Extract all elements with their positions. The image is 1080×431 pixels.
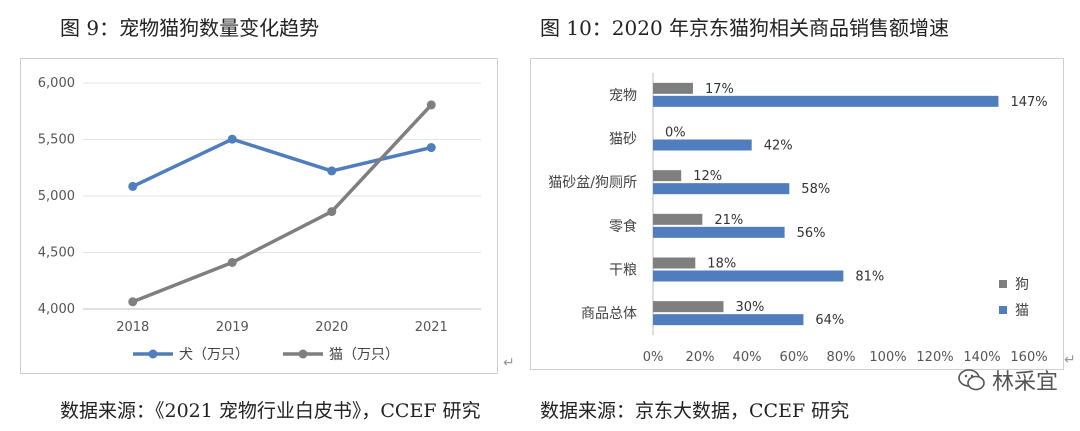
x-tick-label: 80% xyxy=(827,350,856,365)
y-tick-label: 5,000 xyxy=(38,189,75,204)
legend-swatch xyxy=(999,280,1007,288)
x-tick-label: 20% xyxy=(686,350,715,365)
wechat-icon xyxy=(958,369,985,391)
fig10-source: 数据来源：京东大数据，CCEF 研究 xyxy=(540,400,850,422)
y-tick-label: 4,500 xyxy=(38,246,75,261)
bar xyxy=(653,213,703,225)
category-label: 商品总体 xyxy=(581,306,637,322)
data-label: 42% xyxy=(764,139,793,154)
legend-label: 猫 xyxy=(1015,303,1029,319)
bar-chart: 宠物 17% 147% 猫砂 0% 42% 猫砂盆/狗厕所 12% 58% 零食 21% 56% 干粮 1… xyxy=(548,73,1048,365)
x-tick-label: 140% xyxy=(963,350,1000,365)
data-label: 30% xyxy=(736,300,765,315)
data-label: 18% xyxy=(707,257,736,272)
category-label: 猫砂盆/狗厕所 xyxy=(548,175,637,191)
bar xyxy=(653,95,999,107)
fig9-title: 图 9：宠物猫狗数量变化趋势 xyxy=(60,16,320,40)
watermark-text: 林采宜 xyxy=(991,370,1058,395)
data-point xyxy=(227,134,237,144)
y-tick-label: 5,500 xyxy=(38,133,75,148)
x-tick-label: 2020 xyxy=(315,320,348,335)
bar xyxy=(653,82,693,94)
bar xyxy=(653,183,790,195)
bar xyxy=(653,270,844,282)
bar xyxy=(653,170,682,182)
fig9-source: 数据来源：《2021 宠物行业白皮书》，CCEF 研究 xyxy=(60,400,481,422)
legend-label: 狗 xyxy=(1015,277,1029,293)
data-point xyxy=(128,181,138,191)
return-mark-right: ↵ xyxy=(1064,352,1076,368)
fig9-chart-frame: 4,000 4,500 5,000 5,500 6,000 2018 2019 2020 202… xyxy=(20,58,498,374)
legend-swatch xyxy=(999,306,1007,314)
fig10-title: 图 10：2020 年京东猫狗相关商品销售额增速 xyxy=(540,16,950,40)
x-tick-label: 160% xyxy=(1010,350,1047,365)
data-point xyxy=(426,100,436,110)
data-label: 21% xyxy=(714,213,743,228)
data-point xyxy=(327,207,337,217)
data-point xyxy=(426,143,436,153)
data-label: 81% xyxy=(855,270,884,285)
x-tick-label: 2021 xyxy=(415,320,448,335)
fig10-chart-frame: 宠物 17% 147% 猫砂 0% 42% 猫砂盆/狗厕所 12% 58% 零食 21% 56% 干粮 1… xyxy=(530,58,1064,370)
legend-label: 猫（万只） xyxy=(329,347,399,363)
data-label: 0% xyxy=(665,126,686,141)
x-tick-label: 2019 xyxy=(216,320,249,335)
watermark: 林采宜 xyxy=(958,364,1058,396)
bar xyxy=(653,257,696,269)
x-tick-label: 2018 xyxy=(116,320,149,335)
category-label: 猫砂 xyxy=(609,132,637,148)
x-tick-label: 60% xyxy=(780,350,809,365)
bar xyxy=(653,301,724,313)
x-tick-label: 40% xyxy=(733,350,762,365)
series-line xyxy=(131,137,432,188)
data-label: 147% xyxy=(1010,95,1047,110)
series-line xyxy=(132,103,433,304)
y-tick-label: 6,000 xyxy=(38,76,75,91)
category-label: 宠物 xyxy=(609,88,637,104)
data-label: 12% xyxy=(693,169,722,184)
data-label: 58% xyxy=(801,182,830,197)
bar xyxy=(653,226,785,238)
data-label: 64% xyxy=(815,313,844,328)
x-tick-label: 100% xyxy=(869,350,906,365)
legend-marker xyxy=(298,349,308,359)
bar xyxy=(653,314,804,326)
legend-label: 犬（万只） xyxy=(179,347,249,363)
category-label: 零食 xyxy=(609,218,637,235)
data-label: 17% xyxy=(705,82,734,97)
data-label: 56% xyxy=(797,226,826,241)
y-tick-label: 4,000 xyxy=(38,302,75,317)
data-point xyxy=(327,166,337,176)
x-tick-label: 120% xyxy=(916,350,953,365)
bar xyxy=(653,139,752,151)
x-tick-label: 0% xyxy=(643,350,664,365)
data-point xyxy=(227,257,237,267)
line-chart: 4,000 4,500 5,000 5,500 6,000 2018 2019 2020 202… xyxy=(38,76,481,363)
legend-marker xyxy=(148,349,158,359)
return-mark-left: ↵ xyxy=(503,355,515,371)
category-label: 干粮 xyxy=(609,263,637,279)
data-point xyxy=(128,297,138,307)
